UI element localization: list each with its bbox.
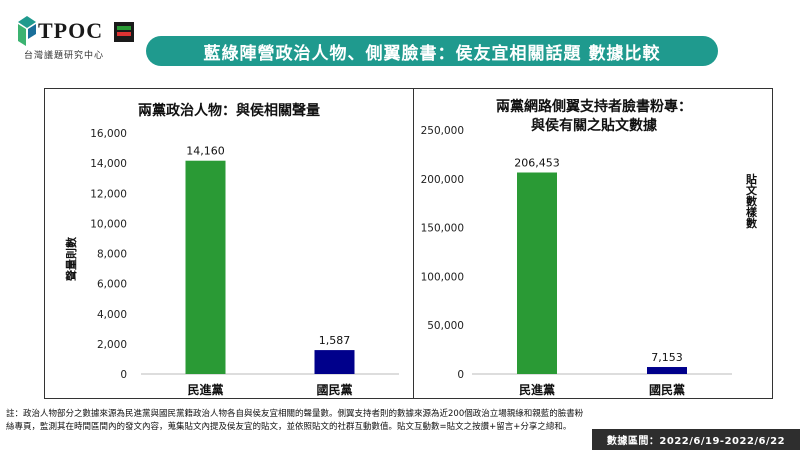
chart-title: 兩黨政治人物：與侯相關聲量 xyxy=(138,102,320,119)
logo-mark-icon xyxy=(18,16,36,46)
y-tick-label: 14,000 xyxy=(90,158,127,170)
y-tick-label: 250,000 xyxy=(421,125,464,137)
y-tick-label: 0 xyxy=(457,369,464,381)
y-tick-label: 150,000 xyxy=(421,223,464,235)
x-category-label: 民進黨 xyxy=(519,382,555,397)
bar-value-label: 1,587 xyxy=(319,334,351,347)
politicians-volume-chart: 兩黨政治人物：與侯相關聲量 0 2,000 4,000 6,000 8,000 10,000… xyxy=(64,102,399,397)
y-tick-label: 4,000 xyxy=(97,309,127,321)
y-tick-label: 10,000 xyxy=(90,218,127,230)
chart-panel-politicians: 兩黨政治人物：與侯相關聲量 0 2,000 4,000 6,000 8,000 10,000… xyxy=(44,88,414,399)
x-category-label: 國民黨 xyxy=(316,382,352,397)
y-axis-label: 貼文數樣數 xyxy=(745,172,759,229)
y-axis-label: 聲量則數 xyxy=(64,237,78,281)
bar-kmt xyxy=(314,350,355,374)
y-tick-label: 12,000 xyxy=(90,188,127,200)
y-tick-label: 0 xyxy=(120,369,127,381)
chart-title-line: 與侯有關之貼文數據 xyxy=(531,117,658,134)
date-range-badge: 數據區間：2022/6/19-2022/6/22 xyxy=(592,429,800,450)
y-tick-label: 6,000 xyxy=(97,279,127,291)
y-tick-label: 50,000 xyxy=(427,320,464,332)
bar-value-label: 14,160 xyxy=(186,145,225,158)
page-title: 藍綠陣營政治人物、側翼臉書：侯友宜相關話題 數據比較 xyxy=(203,43,661,64)
bar-value-label: 206,453 xyxy=(514,157,560,170)
y-tick-label: 16,000 xyxy=(90,128,127,140)
y-tick-label: 2,000 xyxy=(97,339,127,351)
tpoc-logo: TPOC 台灣議題研究中心 xyxy=(18,12,138,64)
chart-panel-fanpages: 兩黨網路側翼支持者臉書粉專： 與侯有關之貼文數據 0 50,000 100,000 150… xyxy=(413,88,773,399)
fanpage-posts-chart: 兩黨網路側翼支持者臉書粉專： 與侯有關之貼文數據 0 50,000 100,000 150… xyxy=(421,98,759,397)
x-category-label: 國民黨 xyxy=(649,382,685,397)
logo-subtitle: 台灣議題研究中心 xyxy=(24,51,105,61)
y-tick-label: 200,000 xyxy=(421,174,464,186)
x-category-label: 民進黨 xyxy=(187,382,223,397)
logo-badge-icon xyxy=(114,22,134,42)
footnote: 註：政治人物部分之數據來源為民進黨與國民黨籍政治人物各自與侯友宜相關的聲量數。側… xyxy=(6,409,584,432)
page-title-banner: 藍綠陣營政治人物、側翼臉書：侯友宜相關話題 數據比較 xyxy=(146,36,718,66)
y-tick-label: 8,000 xyxy=(97,249,127,261)
bar-dpp xyxy=(185,160,226,374)
chart-title-line: 兩黨網路側翼支持者臉書粉專： xyxy=(496,98,692,115)
bar-dpp xyxy=(517,172,557,374)
logo-text: TPOC xyxy=(38,18,104,43)
bar-kmt xyxy=(647,367,687,374)
y-tick-label: 100,000 xyxy=(421,271,464,283)
bar-value-label: 7,153 xyxy=(651,351,683,364)
